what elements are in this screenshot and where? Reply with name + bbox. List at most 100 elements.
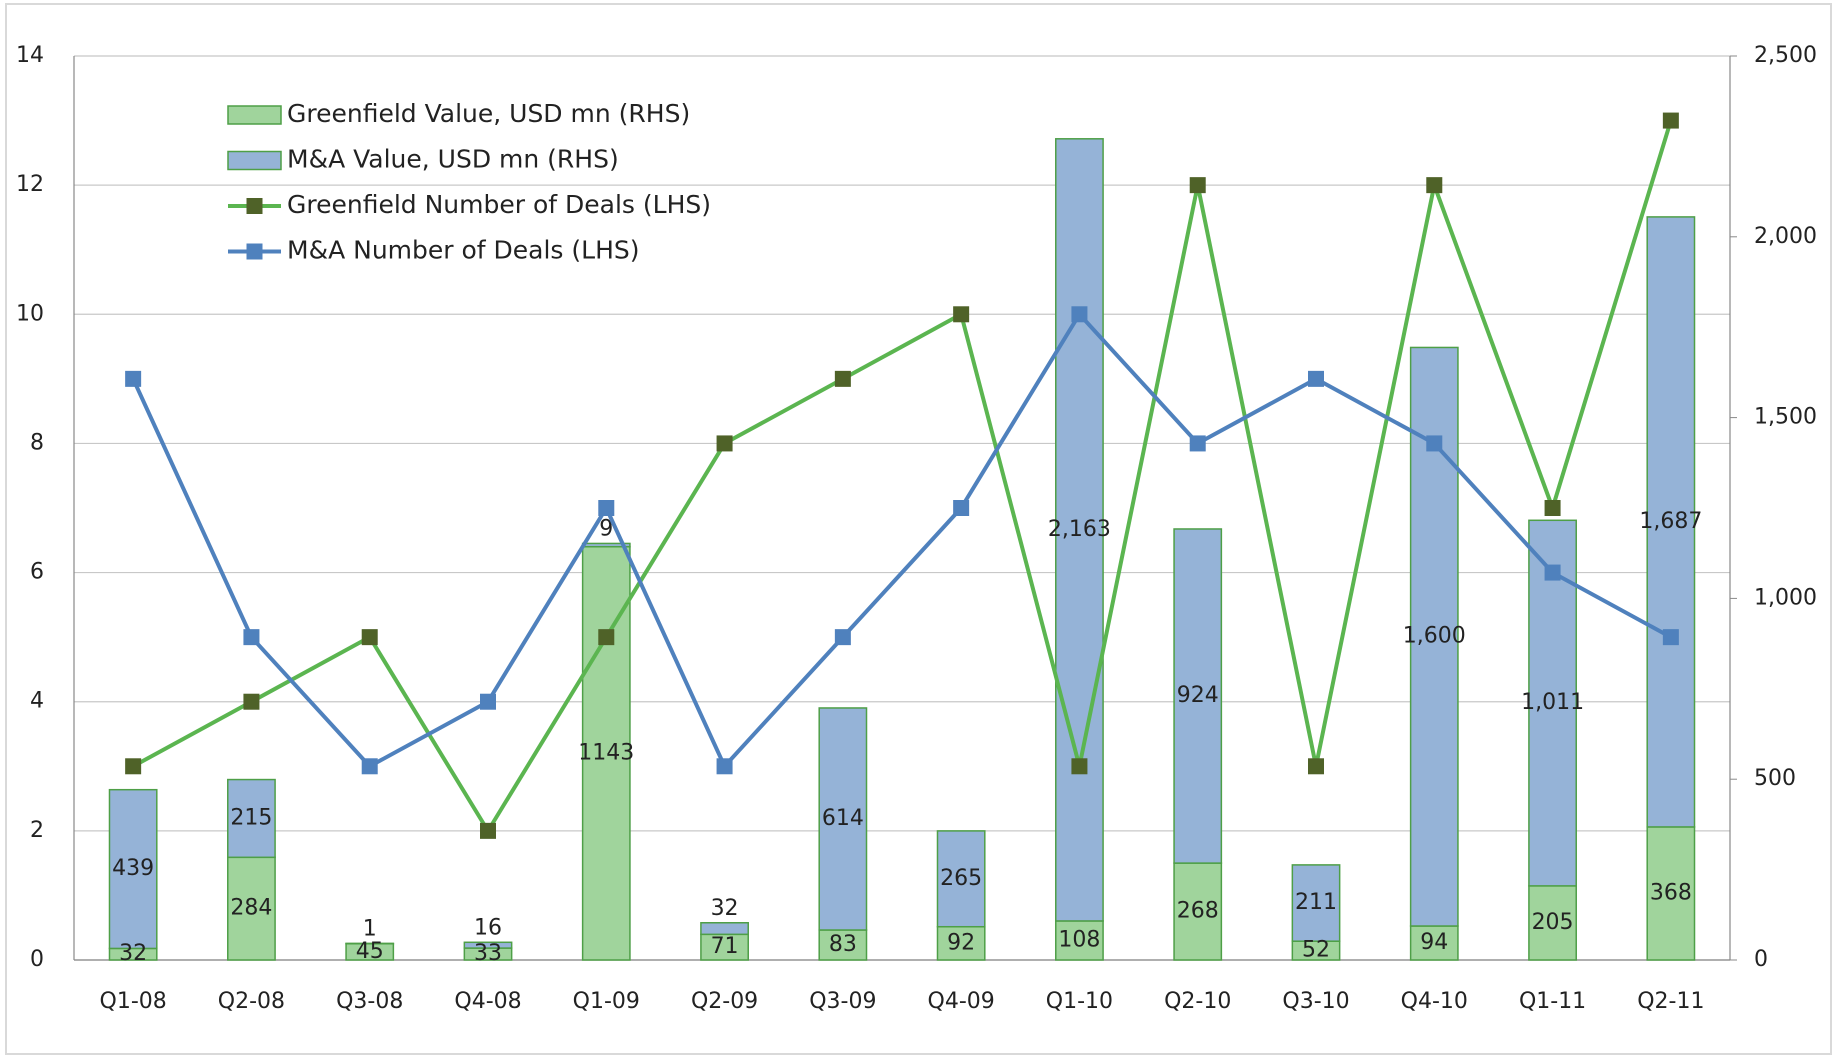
line — [132, 119, 1673, 833]
y-tick-label: 6 — [30, 560, 44, 585]
data-label: 52 — [1302, 938, 1330, 963]
marker — [1189, 177, 1206, 194]
bar — [1528, 885, 1577, 961]
legend-label: M&A Value, USD mn (RHS) — [287, 145, 619, 174]
marker — [1308, 370, 1324, 387]
data-label: 1,011 — [1521, 690, 1584, 715]
data-label: 1143 — [578, 740, 634, 765]
bar — [1646, 216, 1696, 828]
y2-tick-label: 500 — [1754, 766, 1796, 791]
legend-swatch — [227, 105, 282, 125]
marker — [1189, 435, 1206, 452]
y-tick-label: 12 — [16, 172, 44, 197]
bar — [1055, 138, 1104, 922]
marker — [598, 629, 615, 646]
y-tick-label: 14 — [16, 43, 44, 68]
data-label: 924 — [1177, 683, 1219, 708]
y-tick-label: 8 — [30, 430, 44, 455]
marker — [598, 500, 615, 516]
bar — [1055, 920, 1104, 961]
marker — [480, 822, 496, 839]
x-tick-label: Q1-09 — [573, 989, 640, 1014]
x-tick-label: Q2-10 — [1164, 989, 1231, 1014]
legend-label: Greenfield Number of Deals (LHS) — [287, 190, 711, 219]
marker — [243, 693, 260, 710]
data-label: 205 — [1532, 910, 1574, 935]
marker — [1071, 758, 1088, 775]
x-tick-label: Q2-11 — [1637, 989, 1704, 1014]
marker — [1426, 177, 1443, 194]
bar — [700, 933, 749, 961]
x-tick-label: Q3-08 — [336, 989, 403, 1014]
x-tick-label: Q1-10 — [1046, 989, 1113, 1014]
x-tick-label: Q2-09 — [691, 989, 758, 1014]
x-tick-label: Q3-10 — [1282, 989, 1349, 1014]
data-label: 33 — [474, 941, 502, 966]
chart-frame — [5, 3, 1832, 1055]
y-tick-label: 2 — [30, 818, 44, 843]
bar — [1646, 826, 1696, 961]
marker — [953, 500, 970, 516]
bar — [581, 545, 631, 961]
data-label: 368 — [1650, 880, 1692, 905]
x-tick-label: Q4-10 — [1401, 989, 1468, 1014]
data-label: 94 — [1420, 930, 1448, 955]
legend-marker — [246, 198, 263, 214]
bar — [1173, 528, 1223, 864]
bar — [818, 707, 868, 931]
data-label: 268 — [1177, 899, 1219, 924]
data-label: 1 — [363, 916, 377, 941]
marker — [1308, 758, 1324, 775]
y2-tick-label: 2,500 — [1754, 43, 1817, 68]
y2-tick-label: 2,000 — [1754, 224, 1817, 249]
legend-label: M&A Number of Deals (LHS) — [287, 236, 640, 265]
bar — [700, 922, 749, 936]
y2-tick-label: 1,000 — [1754, 585, 1817, 610]
marker — [716, 758, 733, 775]
marker — [1426, 435, 1443, 452]
x-tick-label: Q1-08 — [100, 989, 167, 1014]
marker — [361, 758, 378, 775]
data-label: 108 — [1058, 927, 1100, 952]
x-tick-label: Q4-09 — [928, 989, 995, 1014]
bar — [227, 856, 276, 961]
y-tick-label: 10 — [16, 301, 44, 326]
bar — [936, 925, 986, 961]
y2-tick-label: 0 — [1754, 947, 1768, 972]
marker — [1662, 112, 1679, 129]
bar — [936, 830, 986, 928]
marker — [953, 306, 970, 323]
marker — [125, 758, 142, 775]
marker — [1071, 306, 1088, 323]
data-label: 32 — [119, 941, 147, 966]
data-label: 215 — [230, 805, 272, 830]
marker — [361, 629, 378, 646]
x-tick-label: Q4-08 — [454, 989, 521, 1014]
bar — [1291, 864, 1341, 942]
data-label: 83 — [829, 932, 857, 957]
bar — [463, 941, 513, 949]
marker — [1544, 500, 1561, 516]
data-label: 92 — [947, 930, 975, 955]
y-tick-label: 0 — [30, 947, 44, 972]
legend-label: Greenfield Value, USD mn (RHS) — [287, 99, 690, 128]
bar — [108, 788, 158, 950]
legend-marker — [246, 243, 263, 260]
y2-tick-label: 1,500 — [1754, 405, 1817, 430]
data-label: 16 — [474, 915, 502, 940]
marker — [1544, 564, 1561, 581]
marker — [243, 629, 260, 646]
data-label: 614 — [822, 806, 864, 831]
data-label: 2,163 — [1048, 517, 1111, 542]
marker — [125, 370, 142, 387]
data-label: 71 — [711, 934, 739, 959]
data-label: 1,600 — [1403, 624, 1466, 649]
x-tick-label: Q3-09 — [809, 989, 876, 1014]
data-label: 9 — [599, 516, 613, 541]
data-label: 32 — [711, 896, 739, 921]
data-label: 284 — [230, 896, 272, 921]
marker — [480, 693, 496, 710]
x-tick-label: Q1-11 — [1519, 989, 1586, 1014]
marker — [834, 370, 851, 387]
